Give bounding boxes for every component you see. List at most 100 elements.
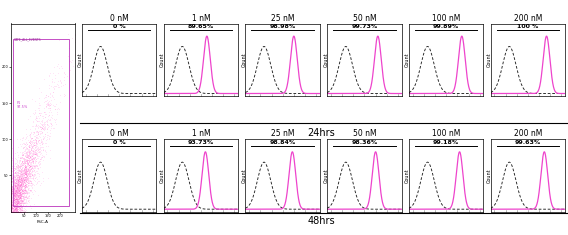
- Point: [13, 205, 22, 208]
- Point: [10, 190, 19, 194]
- Point: [19, 192, 28, 196]
- Point: [7, 193, 16, 196]
- Point: [44, 113, 53, 117]
- Point: [12, 184, 21, 187]
- Point: [27, 166, 36, 170]
- Point: [10, 210, 19, 213]
- Point: [26, 132, 35, 136]
- Point: [34, 114, 43, 118]
- Point: [14, 210, 23, 213]
- Point: [24, 177, 33, 181]
- Point: [17, 194, 26, 198]
- Point: [17, 188, 26, 191]
- Point: [17, 184, 26, 188]
- Point: [23, 157, 32, 161]
- Point: [15, 183, 24, 187]
- Point: [15, 189, 24, 192]
- Point: [10, 170, 19, 174]
- Point: [23, 171, 32, 175]
- Point: [60, 93, 69, 97]
- Point: [28, 152, 37, 156]
- Point: [10, 210, 19, 213]
- Point: [16, 191, 25, 194]
- Point: [25, 186, 34, 190]
- Point: [10, 203, 19, 207]
- Point: [12, 207, 22, 211]
- Point: [17, 201, 26, 205]
- Point: [12, 184, 21, 188]
- Point: [16, 210, 25, 213]
- Point: [70, 40, 79, 44]
- Point: [23, 167, 32, 171]
- Point: [41, 148, 50, 152]
- Point: [10, 183, 19, 187]
- Point: [20, 210, 29, 213]
- Point: [27, 157, 36, 161]
- Point: [22, 156, 31, 159]
- Point: [7, 210, 16, 213]
- Point: [35, 162, 44, 166]
- Point: [13, 188, 22, 191]
- Point: [39, 124, 48, 128]
- Point: [12, 196, 22, 200]
- Point: [10, 194, 19, 197]
- Point: [45, 118, 55, 122]
- Point: [10, 181, 19, 185]
- Point: [11, 198, 20, 201]
- Point: [12, 151, 22, 154]
- Point: [14, 201, 23, 204]
- Point: [10, 185, 19, 189]
- Point: [19, 178, 28, 182]
- Point: [16, 174, 25, 177]
- Point: [7, 207, 16, 210]
- Point: [20, 169, 30, 173]
- Point: [16, 180, 25, 184]
- Point: [8, 210, 17, 213]
- Point: [24, 194, 34, 198]
- Point: [12, 207, 22, 211]
- Point: [24, 168, 33, 172]
- Point: [30, 131, 39, 134]
- Point: [7, 199, 16, 203]
- Point: [7, 204, 16, 208]
- Point: [17, 210, 26, 213]
- Point: [10, 181, 19, 185]
- Point: [17, 201, 26, 205]
- Point: [39, 136, 48, 140]
- Point: [9, 194, 18, 197]
- Point: [12, 189, 21, 193]
- Point: [16, 188, 26, 191]
- Point: [19, 195, 28, 199]
- Point: [15, 172, 24, 176]
- Point: [9, 193, 18, 196]
- Point: [25, 154, 34, 158]
- Point: [8, 210, 17, 213]
- Point: [16, 204, 25, 208]
- Point: [21, 156, 30, 159]
- Point: [18, 210, 27, 213]
- Point: [10, 195, 19, 199]
- Point: [15, 180, 24, 183]
- Point: [9, 210, 18, 213]
- Point: [11, 202, 20, 205]
- Point: [11, 205, 20, 209]
- Point: [9, 179, 18, 183]
- Point: [15, 210, 24, 213]
- Point: [16, 163, 25, 167]
- Point: [14, 200, 23, 203]
- Point: [14, 168, 23, 172]
- Point: [14, 203, 23, 206]
- Point: [47, 127, 56, 130]
- Point: [23, 186, 32, 189]
- Point: [15, 176, 24, 179]
- Point: [28, 176, 37, 180]
- Point: [57, 64, 66, 68]
- Point: [10, 210, 19, 213]
- Point: [16, 210, 25, 213]
- Point: [39, 155, 48, 159]
- Point: [33, 148, 42, 152]
- Point: [24, 166, 33, 170]
- Point: [21, 210, 30, 213]
- Point: [15, 210, 24, 213]
- Point: [9, 206, 18, 210]
